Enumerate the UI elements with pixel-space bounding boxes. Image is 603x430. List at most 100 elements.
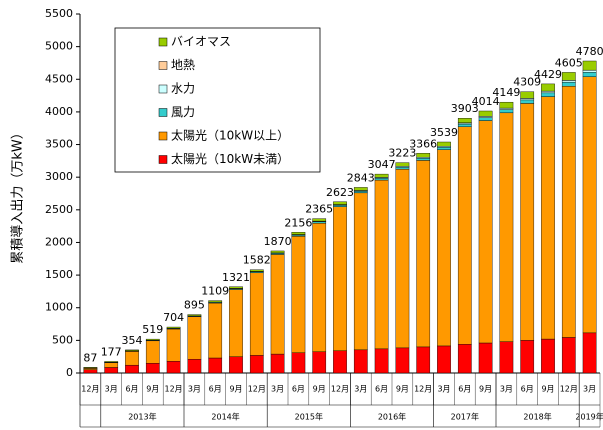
x-tick-label: 12月 bbox=[560, 385, 578, 394]
total-label: 4780 bbox=[576, 45, 603, 58]
bar-segment bbox=[457, 344, 472, 374]
bar-segment bbox=[166, 361, 181, 374]
legend-swatch bbox=[158, 37, 168, 47]
bar-segment bbox=[374, 348, 389, 374]
total-label: 895 bbox=[184, 299, 205, 312]
legend-swatch bbox=[158, 155, 168, 164]
total-label: 4014 bbox=[472, 95, 500, 108]
x-tick-label: 3月 bbox=[354, 385, 367, 394]
bar-segment bbox=[187, 316, 202, 360]
year-label: 2019年 bbox=[575, 412, 603, 422]
y-axis-label: 累積導入出力（万kW） bbox=[11, 126, 26, 263]
x-tick-label: 12月 bbox=[331, 385, 349, 394]
bar-segment bbox=[374, 179, 389, 350]
bar-segment bbox=[457, 118, 472, 124]
bar-segment bbox=[416, 153, 431, 158]
bar-segment bbox=[229, 356, 243, 374]
bar-segment bbox=[104, 362, 119, 368]
y-tick-label: 3000 bbox=[45, 170, 73, 183]
bar-segment bbox=[187, 314, 202, 317]
total-label: 2623 bbox=[326, 186, 354, 199]
x-tick-label: 9月 bbox=[229, 385, 242, 394]
bar-segment bbox=[478, 342, 493, 374]
bar-segment bbox=[395, 166, 410, 170]
bar-segment bbox=[395, 168, 410, 349]
bar-segment bbox=[582, 332, 597, 374]
bar-segment bbox=[395, 162, 410, 167]
bar-segment bbox=[541, 83, 555, 92]
total-label: 4309 bbox=[513, 76, 541, 89]
x-tick-label: 12月 bbox=[248, 385, 266, 394]
bar-segment bbox=[125, 351, 139, 366]
total-label: 2156 bbox=[284, 216, 312, 229]
year-label: 2017年 bbox=[451, 412, 479, 422]
x-tick-label: 3月 bbox=[500, 385, 513, 394]
total-label: 1321 bbox=[222, 271, 250, 284]
bar-segment bbox=[208, 357, 223, 374]
bar-segment bbox=[333, 205, 347, 207]
x-tick-label: 6月 bbox=[292, 385, 305, 394]
bar-segment bbox=[270, 353, 285, 374]
bar-segment bbox=[520, 98, 535, 101]
y-tick-label: 3500 bbox=[45, 138, 73, 151]
bar-segment bbox=[104, 367, 119, 374]
bar-segment bbox=[499, 112, 514, 342]
y-tick-label: 5500 bbox=[45, 7, 73, 20]
total-label: 87 bbox=[83, 351, 97, 364]
bar-segment bbox=[353, 187, 368, 191]
bar-segment bbox=[541, 92, 555, 97]
bar-segment bbox=[312, 221, 327, 224]
x-tick-label: 9月 bbox=[479, 385, 492, 394]
total-label: 1870 bbox=[264, 235, 292, 248]
bar-segment bbox=[457, 126, 472, 345]
bar-segment bbox=[478, 110, 493, 117]
x-tick-label: 12月 bbox=[81, 385, 99, 394]
bar-segment bbox=[541, 96, 555, 340]
x-tick-label: 3月 bbox=[437, 385, 450, 394]
bar-segment bbox=[520, 340, 535, 374]
x-tick-label: 6月 bbox=[458, 385, 471, 394]
legend-box bbox=[114, 27, 321, 173]
legend-swatch bbox=[158, 108, 168, 117]
bar-segment bbox=[249, 269, 264, 272]
bar-segment bbox=[208, 300, 223, 303]
bar-segment bbox=[416, 157, 431, 161]
bar-segment bbox=[374, 173, 389, 178]
bar-segment bbox=[437, 345, 451, 374]
y-tick-label: 1500 bbox=[45, 268, 73, 281]
year-label: 2013年 bbox=[128, 412, 156, 422]
bar-segment bbox=[125, 349, 139, 352]
legend-label: 風力 bbox=[171, 105, 195, 119]
total-label: 3366 bbox=[409, 137, 437, 150]
bar-segment bbox=[582, 70, 597, 73]
total-label: 4149 bbox=[492, 86, 520, 99]
legend-label: 太陽光（10kW以上） bbox=[171, 128, 289, 143]
year-label: 2018年 bbox=[523, 412, 551, 422]
bar-segment bbox=[541, 338, 555, 374]
bar-segment bbox=[83, 367, 98, 369]
bar-segment bbox=[478, 120, 493, 344]
year-label: 2014年 bbox=[211, 412, 239, 422]
bar-segment bbox=[499, 109, 514, 114]
total-label: 1109 bbox=[201, 285, 229, 298]
bar-segment bbox=[270, 250, 285, 254]
total-label: 3223 bbox=[388, 147, 416, 160]
bar-segment bbox=[83, 368, 98, 370]
bar-segment bbox=[353, 191, 368, 194]
x-tick-label: 3月 bbox=[188, 385, 201, 394]
legend-label: バイオマス bbox=[171, 35, 231, 49]
y-tick-label: 4500 bbox=[45, 72, 73, 85]
bar-segment bbox=[520, 103, 535, 341]
x-tick-label: 6月 bbox=[521, 385, 534, 394]
bar-segment bbox=[353, 349, 368, 374]
total-label: 704 bbox=[163, 311, 184, 324]
bar-segment bbox=[166, 328, 181, 362]
x-tick-label: 9月 bbox=[541, 385, 554, 394]
total-label: 2843 bbox=[347, 171, 375, 184]
x-tick-label: 12月 bbox=[165, 385, 183, 394]
bar-segment bbox=[145, 338, 160, 341]
x-tick-label: 12月 bbox=[414, 385, 432, 394]
total-label: 2365 bbox=[305, 203, 333, 216]
bar-segment bbox=[166, 326, 181, 329]
bar-segment bbox=[312, 222, 327, 352]
